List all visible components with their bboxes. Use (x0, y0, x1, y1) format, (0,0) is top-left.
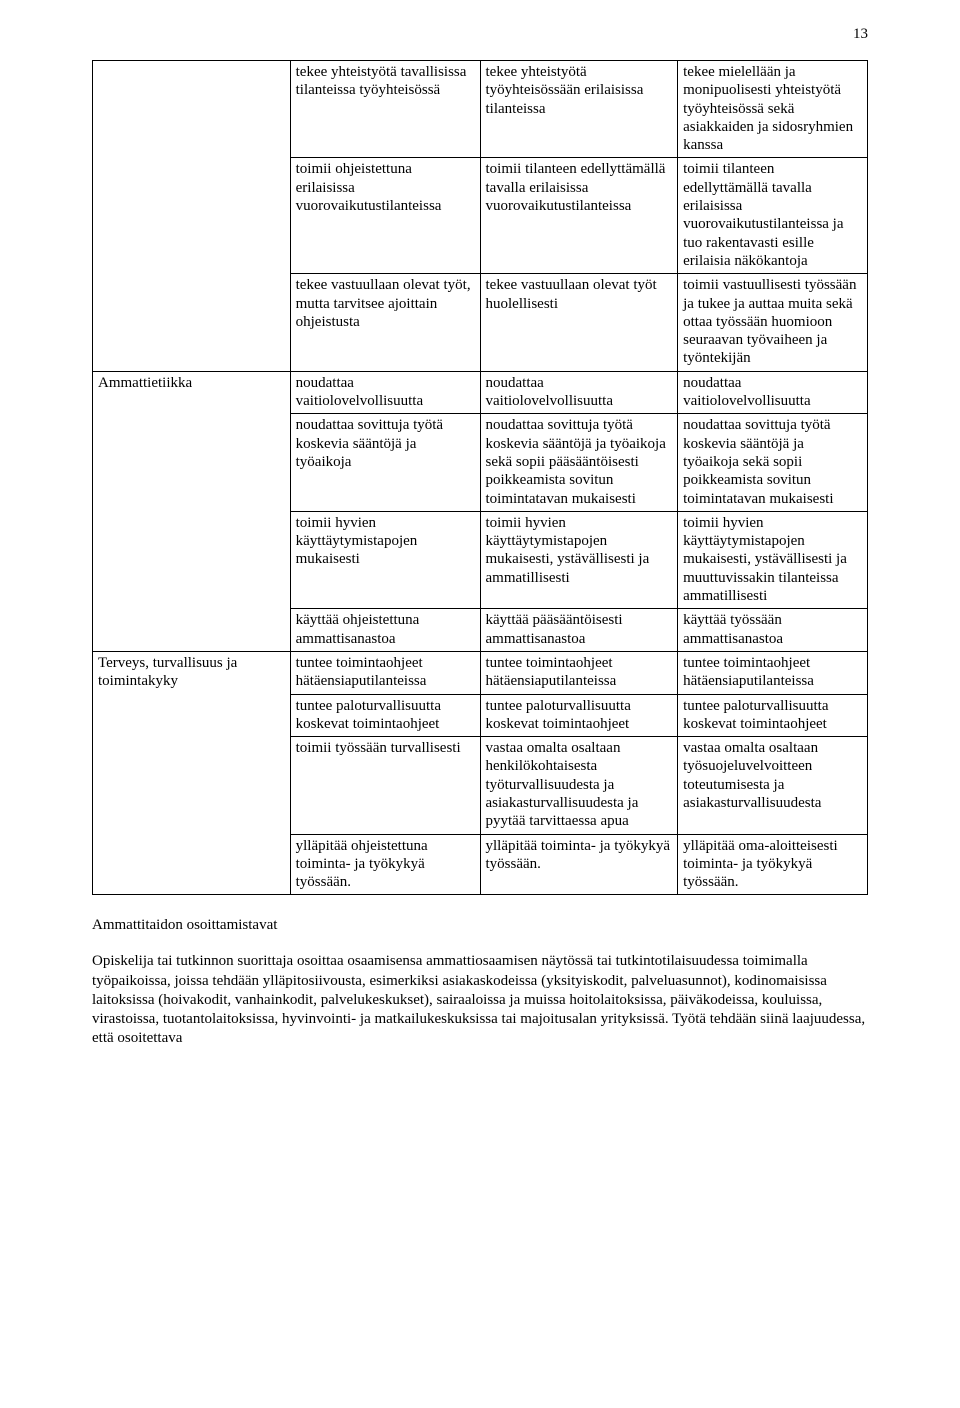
page-number: 13 (853, 26, 868, 43)
table-cell: tuntee paloturvallisuutta koskevat toimi… (480, 694, 678, 737)
table-cell: vastaa omalta osaltaan työsuojeluvelvoit… (678, 737, 868, 834)
table-cell: noudattaa vaitiolovelvollisuutta (290, 371, 480, 414)
table-cell: toimii ohjeistettuna erilaisissa vuorova… (290, 158, 480, 274)
table-row: tekee yhteistyötä tavallisissa tilanteis… (93, 61, 868, 158)
section-heading: Ammattitaidon osoittamistavat (92, 917, 868, 934)
table-cell: toimii tilanteen edellyttämällä tavalla … (678, 158, 868, 274)
table-cell: tekee vastuullaan olevat työt, mutta tar… (290, 274, 480, 371)
table-cell: toimii työssään turvallisesti (290, 737, 480, 834)
table-cell: vastaa omalta osaltaan henkilökohtaisest… (480, 737, 678, 834)
row-header: Terveys, turvallisuus ja toimintakyky (93, 651, 291, 895)
table-cell: toimii hyvien käyttäytymistapojen mukais… (480, 511, 678, 608)
table-row: Terveys, turvallisuus ja toimintakykytun… (93, 651, 868, 694)
criteria-table: tekee yhteistyötä tavallisissa tilanteis… (92, 60, 868, 895)
body-paragraph: Opiskelija tai tutkinnon suorittaja osoi… (92, 952, 868, 1048)
table-cell: toimii hyvien käyttäytymistapojen mukais… (678, 511, 868, 608)
table-cell: ylläpitää oma-aloitteisesti toiminta- ja… (678, 834, 868, 895)
table-cell: noudattaa sovittuja työtä koskevia säänt… (678, 414, 868, 511)
row-header: Ammattietiikka (93, 371, 291, 651)
table-cell: tekee vastuullaan olevat työt huolellise… (480, 274, 678, 371)
table-cell: käyttää pääsääntöisesti ammattisanastoa (480, 609, 678, 652)
table-cell: tuntee paloturvallisuutta koskevat toimi… (290, 694, 480, 737)
table-cell: noudattaa sovittuja työtä koskevia säänt… (480, 414, 678, 511)
table-cell: tekee yhteistyötä työyhteisössään erilai… (480, 61, 678, 158)
table-cell: noudattaa sovittuja työtä koskevia säänt… (290, 414, 480, 511)
table-cell: tekee mielellään ja monipuolisesti yhtei… (678, 61, 868, 158)
table-cell: tekee yhteistyötä tavallisissa tilanteis… (290, 61, 480, 158)
table-cell: noudattaa vaitiolovelvollisuutta (678, 371, 868, 414)
table-cell: tuntee paloturvallisuutta koskevat toimi… (678, 694, 868, 737)
table-cell: ylläpitää ohjeistettuna toiminta- ja työ… (290, 834, 480, 895)
table-row: Ammattietiikkanoudattaa vaitiolovelvolli… (93, 371, 868, 414)
table-cell: toimii hyvien käyttäytymistapojen mukais… (290, 511, 480, 608)
table-cell: ylläpitää toiminta- ja työkykyä työssään… (480, 834, 678, 895)
document-page: 13 tekee yhteistyötä tavallisissa tilant… (0, 0, 960, 1408)
row-header (93, 61, 291, 372)
table-cell: noudattaa vaitiolovelvollisuutta (480, 371, 678, 414)
table-cell: tuntee toimintaohjeet hätäensiaputilante… (678, 651, 868, 694)
table-cell: käyttää työssään ammattisanastoa (678, 609, 868, 652)
table-cell: käyttää ohjeistettuna ammattisanastoa (290, 609, 480, 652)
table-cell: tuntee toimintaohjeet hätäensiaputilante… (290, 651, 480, 694)
table-cell: toimii tilanteen edellyttämällä tavalla … (480, 158, 678, 274)
table-cell: tuntee toimintaohjeet hätäensiaputilante… (480, 651, 678, 694)
table-cell: toimii vastuullisesti työssään ja tukee … (678, 274, 868, 371)
